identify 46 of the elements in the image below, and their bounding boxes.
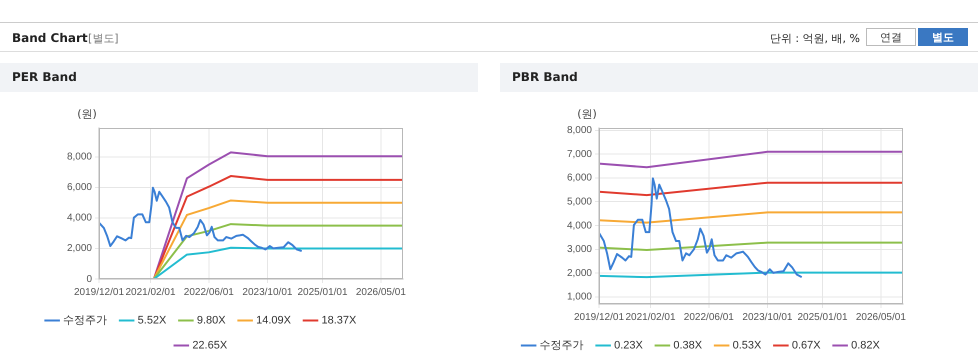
y-axis-title: (원) (577, 107, 597, 120)
legend-label: 수정주가 (63, 314, 108, 327)
y-tick-label: 5,000 (566, 196, 592, 208)
x-tick-label: 2019/12/01 (74, 286, 124, 298)
y-tick-label: 8,000 (66, 152, 92, 163)
text: 단위 : 억원, 배, % (770, 31, 860, 46)
text: 연결 (866, 28, 916, 46)
y-tick-label: 6,000 (66, 182, 92, 194)
y-axis-title: (원) (77, 107, 97, 120)
y-tick-label: 0 (86, 274, 92, 285)
x-tick-label: 2022/06/01 (684, 312, 734, 323)
legend-label: 14.09X (256, 314, 292, 327)
y-tick-label: 2,000 (566, 268, 592, 279)
x-tick-label: 2021/02/01 (125, 286, 176, 298)
legend-label: 0.82X (851, 340, 881, 352)
legend-label: 0.23X (614, 340, 644, 352)
y-tick-label: 2,000 (66, 243, 92, 254)
x-tick-label: 2023/10/01 (742, 312, 793, 323)
y-tick-label: 6,000 (566, 172, 592, 184)
y-tick-label: 8,000 (566, 125, 592, 136)
x-tick-label: 2025/01/01 (797, 312, 848, 323)
legend-label: 22.65X (192, 340, 228, 352)
legend-label: 18.37X (321, 314, 358, 327)
x-tick-label: 2026/05/01 (856, 312, 906, 323)
text: [별도] (88, 31, 119, 46)
x-tick-label: 2021/02/01 (625, 312, 676, 323)
legend-label: 5.52X (138, 314, 168, 327)
legend-label: 0.53X (732, 340, 762, 352)
text: Band Chart (12, 31, 88, 45)
x-tick-label: 2023/10/01 (242, 286, 293, 298)
y-tick-label: 1,000 (566, 292, 592, 303)
y-tick-label: 3,000 (566, 244, 592, 256)
chart-title: PER Band (0, 63, 478, 92)
x-tick-label: 2022/06/01 (184, 286, 234, 298)
x-tick-label: 2026/05/01 (356, 286, 406, 298)
legend-label: 9.80X (196, 314, 226, 327)
legend-label: 수정주가 (540, 340, 584, 352)
y-tick-label: 7,000 (566, 148, 592, 160)
legend-label: 0.67X (792, 340, 822, 352)
y-tick-label: 4,000 (566, 220, 592, 232)
y-tick-label: 4,000 (66, 212, 92, 224)
x-tick-label: 2019/12/01 (574, 312, 624, 323)
chart-title: PBR Band (500, 63, 978, 92)
x-tick-label: 2025/01/01 (297, 286, 348, 298)
text: 별도 (918, 28, 968, 46)
legend-label: 0.38X (673, 340, 703, 352)
